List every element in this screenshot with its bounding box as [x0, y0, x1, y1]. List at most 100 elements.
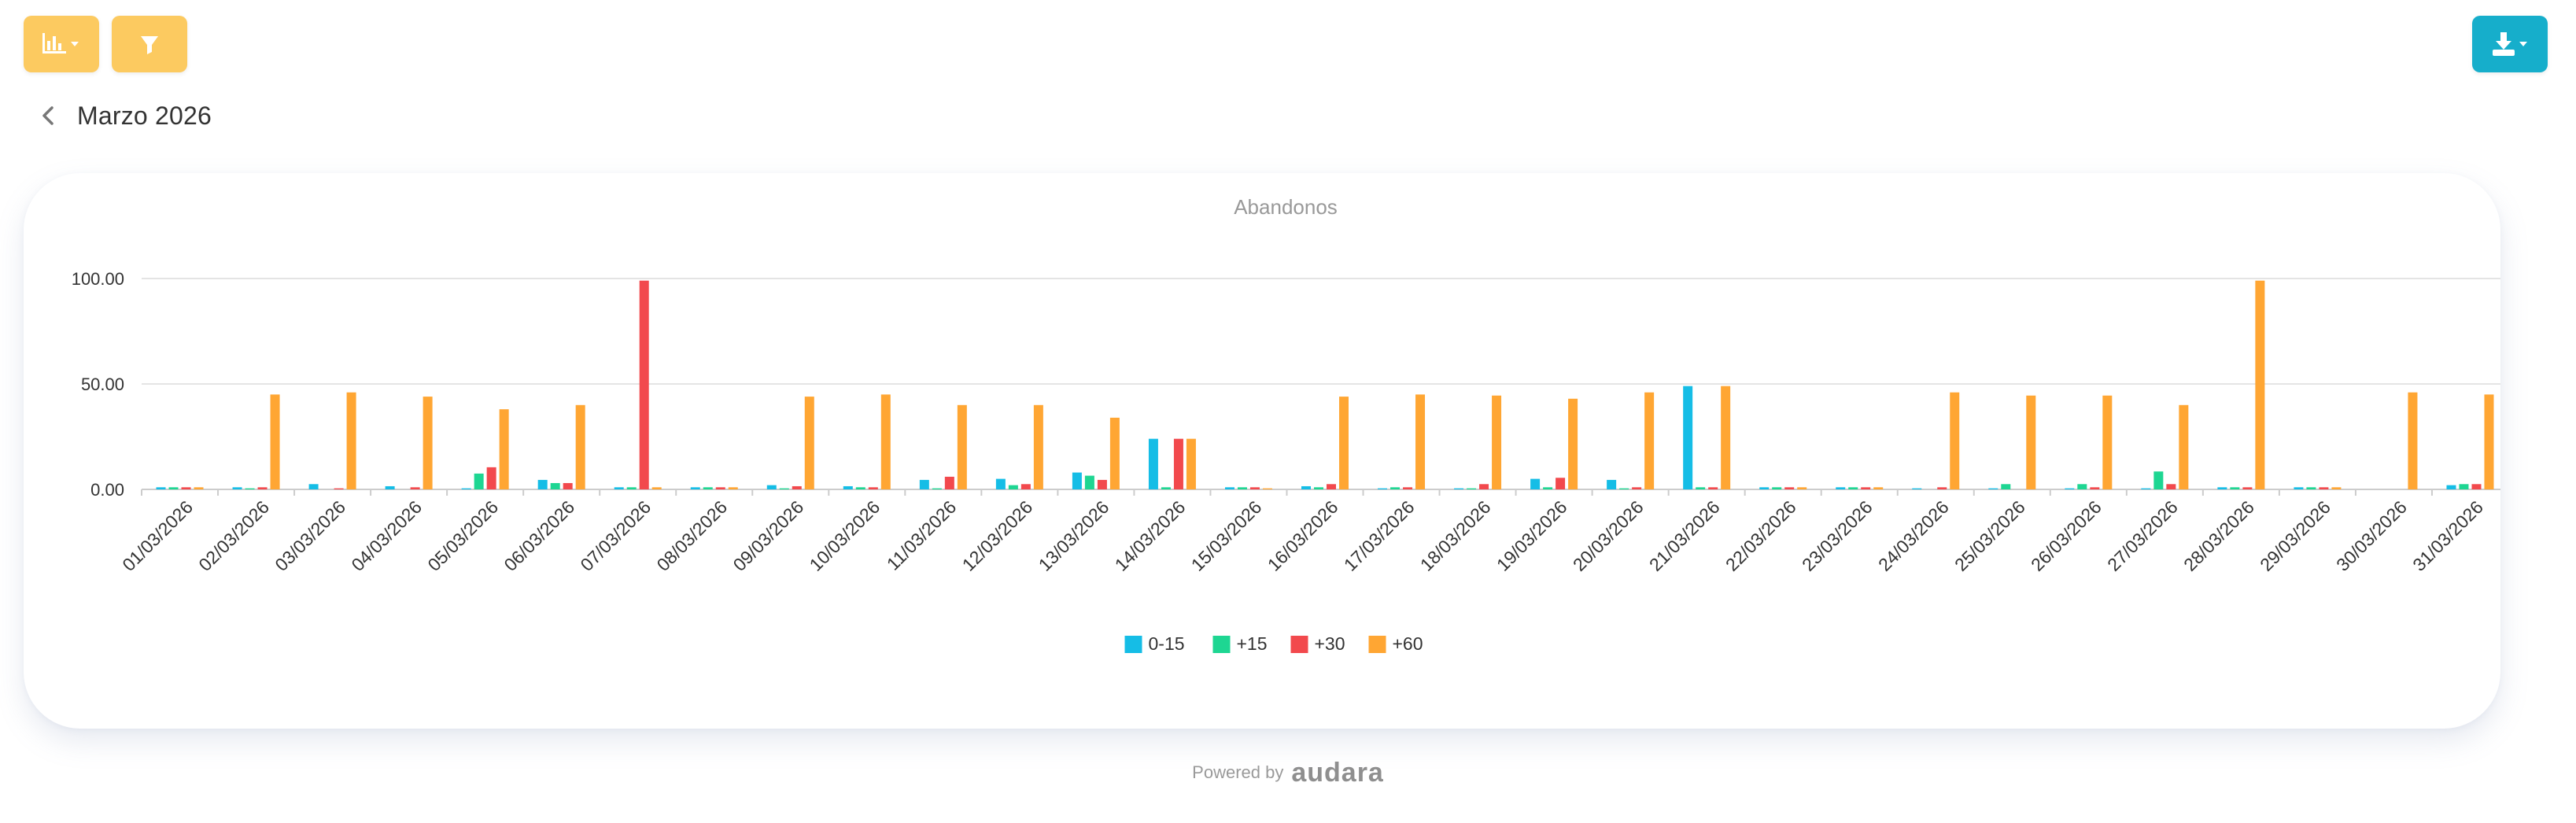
chart-type-button[interactable] — [24, 16, 99, 72]
bar-plus30-14 — [1173, 438, 1183, 489]
bar-0-15-20 — [1607, 479, 1617, 489]
x-tick-label: 16/03/2026 — [1264, 496, 1342, 575]
bar-plus60-2 — [270, 394, 280, 489]
x-tick-label: 06/03/2026 — [500, 496, 578, 575]
bar-plus30-23 — [1861, 487, 1871, 489]
bar-plus15-23 — [1848, 487, 1858, 489]
x-tick-label: 31/03/2026 — [2408, 496, 2487, 575]
legend-swatch-plus60 — [1368, 636, 1386, 653]
bar-plus60-14 — [1186, 438, 1196, 489]
bar-plus30-28 — [2242, 487, 2253, 489]
bar-plus60-27 — [2179, 404, 2189, 489]
bar-plus60-28 — [2255, 280, 2265, 489]
y-tick-label: 100.00 — [72, 269, 124, 289]
x-tick-label: 26/03/2026 — [2027, 496, 2105, 575]
x-tick-label: 15/03/2026 — [1187, 496, 1266, 575]
page-title: Marzo 2026 — [77, 101, 212, 130]
bar-plus15-8 — [703, 487, 713, 489]
x-tick-label: 10/03/2026 — [806, 496, 884, 575]
bar-plus30-20 — [1632, 487, 1642, 489]
download-button[interactable] — [2472, 16, 2548, 72]
x-tick-label: 24/03/2026 — [1874, 496, 1953, 575]
bar-plus15-25 — [2001, 484, 2011, 489]
bar-plus15-10 — [855, 487, 865, 489]
bar-plus60-26 — [2102, 395, 2113, 489]
page-header: Marzo 2026 — [33, 96, 212, 135]
x-tick-label: 02/03/2026 — [194, 496, 273, 575]
x-tick-label: 21/03/2026 — [1645, 496, 1724, 575]
bar-0-15-9 — [766, 485, 777, 489]
bar-0-15-14 — [1148, 438, 1158, 489]
legend-swatch-plus15 — [1212, 636, 1231, 653]
bar-0-15-21 — [1683, 386, 1693, 489]
bar-plus30-26 — [2090, 487, 2100, 489]
bar-plus60-29 — [2331, 487, 2342, 489]
bar-0-15-6 — [537, 479, 548, 489]
legend-label: 0-15 — [1149, 633, 1185, 654]
bar-0-15-15 — [1224, 487, 1234, 489]
bar-plus15-14 — [1161, 487, 1171, 489]
bar-plus15-13 — [1084, 475, 1094, 489]
x-tick-label: 23/03/2026 — [1798, 496, 1877, 575]
bar-plus30-12 — [1020, 484, 1031, 489]
x-tick-label: 28/03/2026 — [2179, 496, 2258, 575]
bar-plus60-3 — [346, 392, 356, 489]
bar-plus60-20 — [1644, 392, 1655, 489]
bar-0-15-10 — [843, 485, 853, 489]
bar-plus60-11 — [957, 404, 967, 489]
x-tick-label: 09/03/2026 — [729, 496, 808, 575]
x-tick-label: 03/03/2026 — [271, 496, 349, 575]
filter-button[interactable] — [112, 16, 187, 72]
x-tick-label: 14/03/2026 — [1111, 496, 1190, 575]
chart-title: Abandonos — [1234, 195, 1338, 219]
bar-plus15-29 — [2306, 487, 2316, 489]
bar-plus30-13 — [1097, 479, 1107, 489]
x-tick-label: 05/03/2026 — [423, 496, 502, 575]
bar-plus30-7 — [639, 280, 649, 489]
bar-plus15-27 — [2153, 471, 2164, 489]
bar-plus60-6 — [575, 404, 585, 489]
legend-label: +15 — [1237, 633, 1268, 654]
legend-swatch-0-15 — [1124, 636, 1142, 653]
bar-0-15-28 — [2217, 487, 2227, 489]
bar-plus60-16 — [1339, 397, 1349, 489]
bar-chart-icon — [42, 33, 79, 54]
x-tick-label: 29/03/2026 — [2256, 496, 2334, 575]
bar-plus60-22 — [1797, 487, 1807, 489]
bar-0-15-22 — [1759, 487, 1770, 489]
bar-plus15-19 — [1543, 487, 1553, 489]
bar-0-15-11 — [919, 479, 929, 489]
abandonos-chart: Abandonos 0.00 50.00 100.00 01/03/202602/03/… — [72, 195, 2500, 654]
bar-plus30-15 — [1249, 487, 1260, 489]
download-icon — [2493, 32, 2527, 56]
bar-plus60-18 — [1492, 395, 1502, 489]
x-tick-label: 20/03/2026 — [1569, 496, 1648, 575]
x-tick-label: 17/03/2026 — [1340, 496, 1419, 575]
bar-plus30-2 — [257, 487, 268, 489]
bar-plus30-5 — [486, 467, 496, 489]
x-tick-label: 11/03/2026 — [883, 496, 961, 574]
filter-icon — [141, 36, 158, 54]
bar-0-15-7 — [614, 487, 624, 489]
legend-label: +30 — [1315, 633, 1345, 654]
bar-0-15-29 — [2294, 487, 2304, 489]
bar-0-15-16 — [1301, 485, 1311, 489]
bar-plus30-10 — [868, 487, 878, 489]
bar-plus60-8 — [728, 487, 738, 489]
bar-0-15-3 — [308, 484, 319, 489]
x-tick-label: 19/03/2026 — [1493, 496, 1571, 575]
bar-plus15-21 — [1696, 487, 1706, 489]
bar-0-15-23 — [1836, 487, 1846, 489]
x-tick-label: 25/03/2026 — [1950, 496, 2029, 575]
x-tick-label: 08/03/2026 — [652, 496, 731, 575]
bar-0-15-12 — [995, 478, 1006, 489]
x-tick-label: 30/03/2026 — [2332, 496, 2411, 575]
bar-plus15-6 — [550, 482, 560, 489]
bar-plus15-12 — [1008, 485, 1018, 489]
x-tick-label: 01/03/2026 — [118, 496, 197, 575]
x-tick-label: 22/03/2026 — [1722, 496, 1800, 575]
bar-plus60-1 — [194, 487, 204, 489]
chevron-left-icon[interactable] — [33, 100, 65, 131]
legend-label: +60 — [1393, 633, 1423, 654]
bar-plus30-24 — [1937, 487, 1947, 489]
